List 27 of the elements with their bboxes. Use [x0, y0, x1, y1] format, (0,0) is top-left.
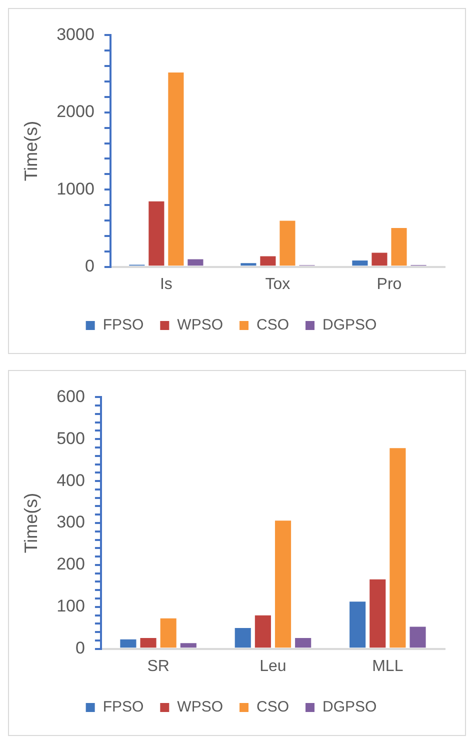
x-tick-label: MLL — [372, 658, 404, 675]
y-tick-label: 2000 — [56, 102, 94, 122]
x-tick-label: Is — [160, 276, 172, 293]
y-tick-label: 300 — [56, 512, 85, 532]
y-tick-label: 1000 — [56, 179, 94, 198]
y-tick-label: 0 — [75, 638, 85, 658]
y-tick-label: 100 — [56, 596, 85, 616]
y-tick-label: 400 — [56, 470, 85, 490]
legend-label: FPSO — [102, 698, 144, 716]
x-tick-label: Pro — [376, 276, 402, 293]
x-tick-label: SR — [147, 658, 170, 675]
y-tick-label: 500 — [56, 428, 85, 448]
y-tick-label: 0 — [84, 256, 94, 276]
y-tick-label: 200 — [56, 554, 85, 574]
x-tick-label: Tox — [265, 276, 290, 293]
legend-label: CSO — [256, 698, 290, 716]
legend-label: WPSO — [177, 316, 224, 334]
legend-label: CSO — [256, 316, 290, 334]
x-tick-label: Leu — [260, 658, 286, 675]
legend-label: DGPSO — [322, 698, 377, 716]
legend-label: DGPSO — [322, 316, 377, 334]
y-tick-label: 3000 — [56, 24, 94, 44]
y-axis-title: Time(s) — [20, 120, 41, 182]
y-tick-label: 600 — [56, 386, 85, 406]
legend-label: WPSO — [177, 698, 224, 716]
y-axis-title: Time(s) — [20, 492, 41, 554]
legend-label: FPSO — [102, 316, 144, 334]
